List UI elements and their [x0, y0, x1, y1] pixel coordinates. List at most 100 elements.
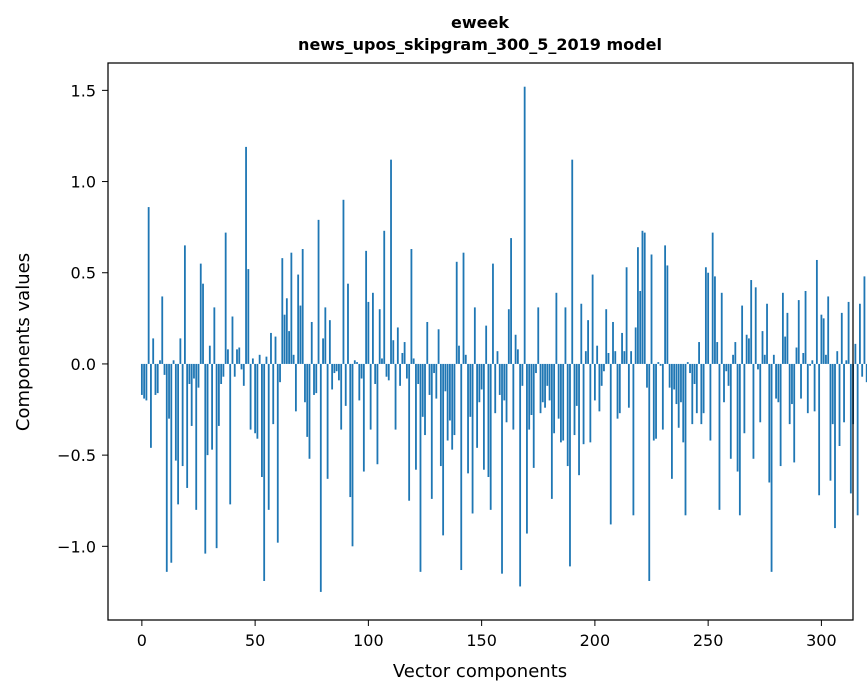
plot-area-frame [107, 62, 854, 621]
bar-90 [344, 363, 347, 406]
bar-209 [614, 351, 617, 364]
bar-198 [589, 363, 592, 443]
bar-218 [634, 327, 637, 364]
y-tick-label-2: 0.0 [71, 355, 96, 374]
bar-91 [347, 283, 349, 364]
bar-211 [618, 363, 621, 414]
bar-302 [825, 354, 827, 364]
bar-150 [480, 363, 483, 390]
bar-197 [587, 320, 589, 364]
bar-289 [795, 347, 798, 364]
bar-305 [831, 363, 834, 425]
bar-229 [659, 363, 662, 366]
bar-194 [580, 303, 583, 364]
bar-273 [759, 363, 762, 423]
bar-212 [621, 332, 623, 364]
bar-137 [451, 363, 454, 450]
bar-220 [639, 290, 642, 364]
y-tick-label-4: 1.0 [71, 173, 96, 192]
bar-175 [537, 307, 540, 364]
bar-135 [446, 363, 449, 441]
bar-219 [637, 247, 639, 364]
bar-83 [328, 320, 331, 364]
bar-151 [482, 363, 485, 470]
bar-245 [695, 363, 698, 414]
bar-303 [827, 296, 830, 364]
bar-113 [396, 327, 399, 364]
x-tick-label-100: 100 [353, 631, 384, 650]
bar-19 [183, 245, 186, 364]
bar-15 [174, 363, 177, 461]
bar-272 [757, 363, 759, 370]
bar-224 [648, 363, 651, 581]
bar-191 [573, 363, 576, 436]
y-axis-ticks: −1.0 −0.5 0.0 0.5 1.0 1.5 [57, 81, 108, 556]
bar-63 [283, 314, 286, 364]
x-tick-label-200: 200 [580, 631, 611, 650]
bar-253 [714, 276, 716, 364]
bar-301 [822, 318, 825, 364]
bar-228 [657, 362, 660, 364]
bar-258 [725, 363, 728, 372]
bar-47 [247, 269, 250, 364]
bar-280 [775, 363, 777, 399]
bar-192 [575, 363, 578, 406]
bar-3 [147, 207, 150, 364]
bar-67 [292, 354, 295, 364]
bar-65 [288, 331, 290, 364]
bar-35 [220, 363, 223, 384]
bar-319 [863, 276, 866, 364]
bar-295 [809, 363, 811, 366]
bar-160 [503, 363, 506, 401]
bar-23 [193, 363, 195, 379]
bar-230 [661, 363, 664, 430]
bar-143 [464, 354, 467, 364]
bar-139 [455, 261, 458, 364]
bar-1 [143, 363, 146, 399]
bar-13 [170, 363, 173, 563]
bar-300 [820, 314, 823, 364]
bar-31 [211, 363, 213, 450]
bar-315 [854, 343, 857, 364]
bar-118 [408, 363, 411, 501]
bar-97 [360, 363, 363, 379]
bar-200 [593, 363, 596, 401]
bar-235 [673, 363, 676, 390]
bar-291 [800, 363, 802, 399]
bar-107 [383, 230, 386, 364]
bar-105 [378, 309, 381, 364]
bar-238 [680, 363, 682, 403]
bar-316 [856, 363, 859, 516]
bar-307 [836, 351, 839, 364]
bar-79 [319, 363, 322, 592]
bar-154 [489, 363, 492, 510]
bar-232 [666, 265, 669, 364]
bar-193 [578, 363, 580, 476]
bar-309 [840, 312, 843, 364]
bar-45 [242, 363, 245, 386]
bar-257 [723, 363, 725, 403]
bar-106 [381, 358, 383, 364]
bar-12 [168, 363, 170, 419]
bar-108 [385, 363, 388, 377]
bar-60 [276, 363, 279, 543]
bar-163 [510, 238, 512, 364]
bar-146 [471, 363, 474, 514]
bar-266 [743, 363, 746, 434]
bar-156 [494, 363, 497, 414]
bar-260 [729, 363, 732, 459]
bar-259 [727, 363, 730, 386]
bar-250 [707, 272, 710, 364]
bar-77 [315, 363, 318, 394]
chart-title-line1: eweek [451, 13, 509, 32]
x-tick-label-150: 150 [466, 631, 497, 650]
bar-270 [752, 363, 755, 459]
bar-69 [297, 274, 300, 364]
bar-39 [229, 363, 232, 505]
bar-88 [340, 363, 343, 430]
bar-93 [351, 363, 354, 547]
bar-152 [485, 325, 488, 364]
bar-41 [233, 363, 236, 377]
bar-11 [165, 363, 168, 572]
bar-110 [390, 159, 392, 364]
